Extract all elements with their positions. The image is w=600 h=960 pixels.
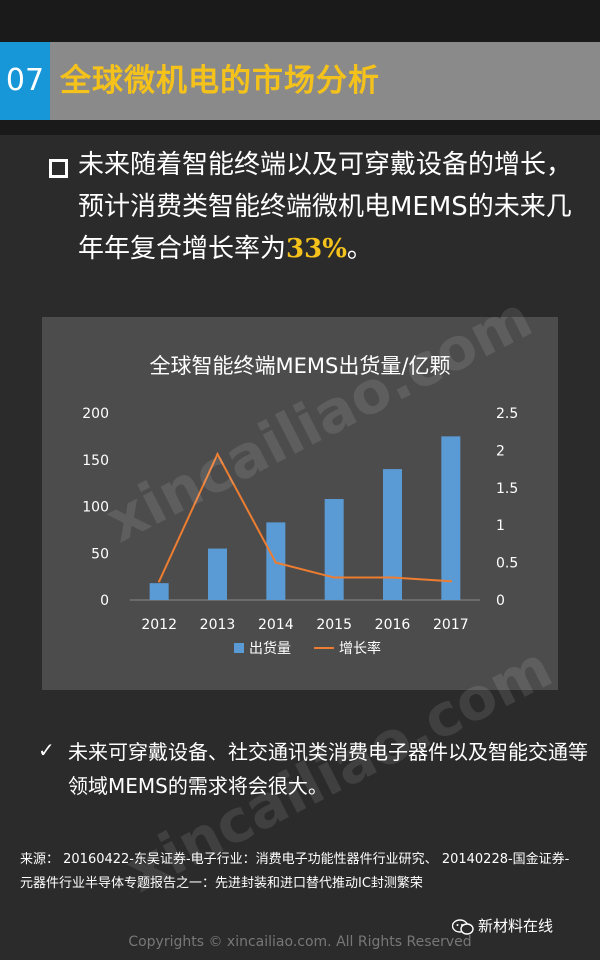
right-tick-label: 1 — [496, 518, 505, 534]
category-label: 2014 — [258, 617, 294, 633]
legend-bar-swatch — [234, 643, 244, 653]
right-axis: 0 0.5 1 1.5 2 2.5 — [496, 406, 518, 609]
growth-point-2014 — [274, 561, 278, 564]
left-tick-label: 50 — [91, 546, 109, 562]
page-title: 全球微机电的市场分析 — [60, 63, 380, 99]
bar-2012 — [149, 583, 169, 600]
intro-paragraph: 未来随着智能终端以及可穿戴设备的增长，预计消费类智能终端微机电MEMS的未来几年… — [78, 144, 588, 270]
note-text: 未来可穿戴设备、社交通讯类消费电子器件以及智能交通等领域MEMS的需求将会很大。 — [68, 740, 588, 798]
left-tick-label: 0 — [100, 593, 109, 609]
copyright-footer: Copyrights © xincailiao.com. All Rights … — [128, 934, 472, 950]
bar-2017 — [441, 436, 461, 600]
chart-title: 全球智能终端MEMS出货量/亿颗 — [150, 354, 451, 378]
category-label: 2013 — [200, 617, 236, 633]
bar-2013 — [208, 548, 227, 600]
right-tick-label: 2.5 — [496, 406, 518, 422]
growth-point-2017 — [449, 580, 453, 583]
title-bar — [0, 42, 600, 120]
category-label: 2017 — [433, 617, 469, 633]
checkmark-icon: ✓ — [38, 738, 55, 762]
right-tick-label: 1.5 — [496, 481, 518, 497]
section-number: 07 — [0, 42, 50, 120]
growth-point-2013 — [216, 452, 219, 456]
chart-panel: 全球智能终端MEMS出货量/亿颗 0 50 100 150 200 0 0.5 1 1.5 2 2… — [42, 317, 558, 690]
x-axis: 2012 2013 2014 2015 2016 2017 — [141, 617, 468, 633]
square-bullet-icon — [49, 159, 68, 178]
bar-2015 — [324, 499, 344, 600]
bar-series — [149, 436, 461, 600]
right-tick-label: 2 — [496, 443, 505, 459]
wechat-name: 新材料在线 — [478, 917, 554, 935]
growth-rate-highlight: 33% — [286, 234, 347, 264]
right-tick-label: 0 — [496, 593, 505, 609]
growth-point-2016 — [391, 576, 394, 579]
legend-bar-label: 出货量 — [249, 640, 291, 657]
growth-rate-line — [158, 451, 451, 583]
line-series — [157, 451, 453, 583]
growth-point-2012 — [157, 580, 161, 583]
source-citation: 来源： 20160422-东吴证券-电子行业：消费电子功能性器件行业研究、 20… — [20, 852, 570, 891]
left-tick-label: 200 — [82, 406, 109, 422]
intro-text-end: 。 — [346, 234, 373, 264]
left-tick-label: 150 — [82, 453, 109, 469]
category-label: 2012 — [141, 617, 177, 633]
category-label: 2016 — [375, 617, 411, 633]
intro-text: 未来随着智能终端以及可穿戴设备的增长，预计消费类智能终端微机电MEMS的未来几年… — [78, 150, 573, 264]
right-tick-label: 0.5 — [496, 556, 518, 572]
left-tick-label: 100 — [82, 500, 109, 516]
wechat-account: 新材料在线 — [452, 915, 553, 936]
mems-shipment-chart: 全球智能终端MEMS出货量/亿颗 0 50 100 150 200 0 0.5 1 1.5 2 2… — [82, 354, 518, 657]
category-label: 2015 — [316, 617, 352, 633]
wechat-icon — [452, 918, 474, 935]
left-axis: 0 50 100 150 200 — [82, 406, 109, 609]
growth-point-2015 — [332, 576, 336, 579]
bar-2016 — [383, 469, 402, 600]
legend-line-label: 增长率 — [339, 640, 381, 657]
chart-legend: 出货量 增长率 — [234, 640, 381, 657]
